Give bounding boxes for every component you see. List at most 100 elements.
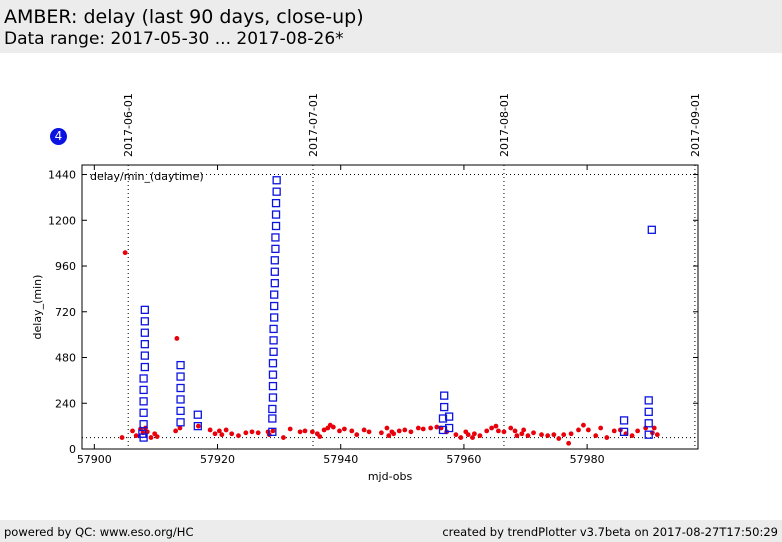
data-point-dot [514, 433, 520, 439]
data-point-dot [525, 433, 531, 439]
data-point-square [644, 396, 653, 405]
page-title: AMBER: delay (last 90 days, close-up) [4, 6, 364, 28]
data-point-dot [130, 428, 135, 434]
data-point-dot [611, 428, 617, 434]
data-point-dot [531, 430, 536, 436]
data-point-dot [361, 427, 367, 433]
data-point-dot [349, 428, 355, 434]
data-point-dot [566, 440, 572, 446]
data-point-dot [415, 425, 421, 431]
data-point-square [444, 423, 454, 433]
data-point-dot [651, 425, 657, 431]
data-point-square [139, 397, 148, 406]
y-tick-label: 1440 [48, 169, 76, 182]
data-point-square [140, 328, 149, 337]
date-marker-label: 2017-09-01 [689, 93, 702, 157]
data-point-dot [148, 435, 154, 440]
data-point-dot [477, 433, 483, 439]
data-point-dot [216, 428, 222, 434]
data-point-square [139, 408, 148, 417]
data-point-square [140, 362, 149, 372]
data-point-dot [366, 429, 372, 435]
data-point-dot [408, 429, 414, 435]
data-point-dot [453, 432, 459, 438]
data-point-dot [551, 432, 557, 438]
data-point-square [193, 410, 202, 419]
data-point-square [176, 395, 185, 404]
x-tick-label: 57980 [570, 453, 605, 466]
y-tick-label: 720 [55, 306, 76, 319]
data-point-square [271, 210, 281, 219]
data-point-dot [396, 428, 402, 434]
data-point-dot [471, 431, 477, 437]
data-point-square [176, 372, 185, 381]
data-point-dot [654, 432, 660, 438]
data-point-dot [501, 429, 507, 435]
date-marker-label: 2017-07-01 [307, 93, 320, 157]
data-point-dot [521, 427, 527, 433]
data-point-dot [207, 427, 213, 433]
data-point-square [270, 256, 279, 265]
footer-powered-by: powered by QC: www.eso.org/HC [4, 525, 194, 539]
data-point-dot [458, 435, 464, 440]
data-point-square [140, 351, 149, 360]
data-point-square [269, 324, 278, 334]
data-point-square [644, 419, 653, 428]
data-point-square [644, 430, 653, 439]
data-points [119, 176, 660, 446]
data-point-dot [354, 432, 360, 438]
reference-lines [82, 174, 698, 439]
badge-count: 4 [50, 128, 67, 145]
data-point-dot [255, 430, 261, 436]
data-point-square [270, 301, 279, 311]
y-tick-label: 0 [69, 443, 76, 456]
data-point-dot [223, 427, 229, 433]
data-point-dot [386, 433, 392, 439]
data-point-square [438, 414, 448, 423]
data-point-dot [119, 435, 125, 440]
y-tick-label: 240 [55, 397, 76, 410]
data-point-dot [317, 434, 323, 440]
data-point-square [271, 233, 280, 242]
data-point-square [176, 383, 185, 393]
data-point-dot [428, 425, 434, 431]
x-axis-label: mjd-obs [368, 470, 413, 483]
data-point-dot [484, 428, 490, 434]
data-point-square [270, 279, 279, 288]
data-point-square [270, 267, 279, 276]
data-point-dot [337, 428, 342, 434]
header-bar: AMBER: delay (last 90 days, close-up) Da… [0, 0, 782, 53]
data-point-dot [281, 435, 286, 440]
data-point-dot [154, 434, 160, 440]
data-point-dot [177, 425, 183, 431]
y-tick-label: 960 [55, 260, 76, 273]
data-point-square [139, 374, 148, 383]
data-point-dot [330, 424, 336, 430]
data-point-dot [576, 427, 581, 433]
data-point-square [619, 416, 629, 425]
data-point-dot [287, 426, 293, 432]
x-axis: 57900 57920 57940 57960 57980 [77, 165, 605, 466]
data-point-square [444, 412, 454, 421]
data-point-square [140, 317, 149, 326]
data-point-dot [489, 425, 495, 431]
data-point-dot [519, 431, 525, 437]
data-point-dot [561, 432, 567, 438]
data-point-dot [297, 429, 303, 435]
data-point-square [647, 225, 656, 234]
data-point-dot [568, 431, 574, 437]
data-point-square [140, 305, 149, 315]
data-point-dot [302, 428, 308, 434]
data-point-square [270, 313, 279, 322]
data-point-square [268, 414, 277, 423]
data-point-square [619, 427, 629, 436]
data-point-square [271, 244, 280, 254]
data-point-dot [243, 430, 249, 436]
data-point-square [269, 336, 278, 345]
data-point-dot [173, 428, 179, 434]
data-point-square [138, 429, 147, 438]
data-point-dot [249, 429, 255, 435]
x-tick-label: 57940 [323, 453, 358, 466]
data-point-dot [270, 428, 276, 434]
data-point-square [438, 425, 448, 435]
